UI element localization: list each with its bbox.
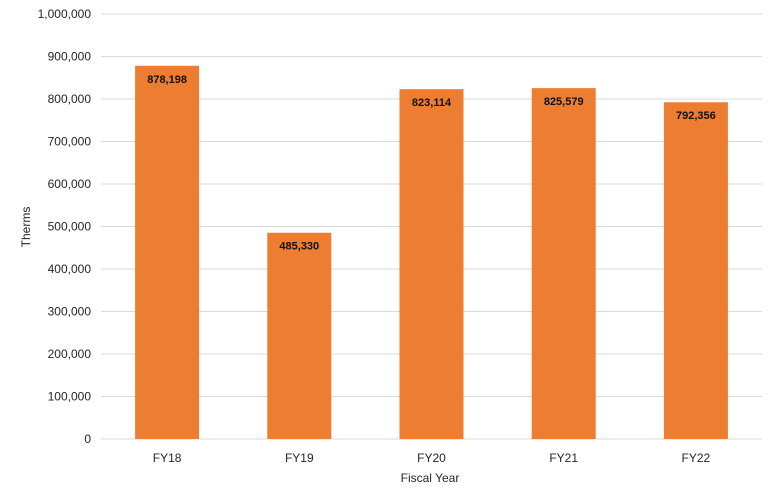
data-label: 825,579 bbox=[544, 96, 584, 108]
y-tick-label: 800,000 bbox=[48, 92, 92, 106]
y-tick-label: 600,000 bbox=[48, 177, 92, 191]
x-tick-label: FY20 bbox=[417, 451, 446, 465]
data-label: 485,330 bbox=[279, 241, 319, 253]
y-tick-label: 900,000 bbox=[48, 50, 92, 64]
data-label: 823,114 bbox=[412, 97, 452, 109]
x-tick-label: FY22 bbox=[682, 451, 711, 465]
y-tick-label: 1,000,000 bbox=[38, 7, 92, 21]
y-axis-title: Therms bbox=[19, 207, 33, 248]
x-tick-label: FY18 bbox=[153, 451, 182, 465]
bars bbox=[135, 65, 728, 440]
x-axis-title: Fiscal Year bbox=[401, 471, 460, 485]
y-tick-label: 300,000 bbox=[48, 305, 92, 319]
bar-fy19 bbox=[267, 232, 332, 439]
y-tick-label: 400,000 bbox=[48, 262, 92, 276]
data-labels: 878,198 485,330 823,114 825,579 792,356 bbox=[147, 74, 716, 253]
y-tick-label: 100,000 bbox=[48, 390, 92, 404]
y-tick-label: 500,000 bbox=[48, 220, 92, 234]
data-label: 878,198 bbox=[147, 74, 187, 86]
bar-fy22 bbox=[663, 102, 728, 439]
x-tick-label: FY21 bbox=[549, 451, 578, 465]
y-axis-tick-labels: 0 100,000 200,000 300,000 400,000 500,000 600,… bbox=[38, 7, 92, 446]
y-tick-label: 700,000 bbox=[48, 135, 92, 149]
bar-fy21 bbox=[531, 88, 596, 440]
x-tick-label: FY19 bbox=[285, 451, 314, 465]
bar-fy18 bbox=[135, 65, 200, 440]
bar-fy20 bbox=[399, 89, 464, 440]
x-axis-tick-labels: FY18 FY19 FY20 FY21 FY22 bbox=[153, 451, 711, 465]
y-tick-label: 0 bbox=[84, 432, 91, 446]
data-label: 792,356 bbox=[676, 110, 716, 122]
y-tick-label: 200,000 bbox=[48, 347, 92, 361]
